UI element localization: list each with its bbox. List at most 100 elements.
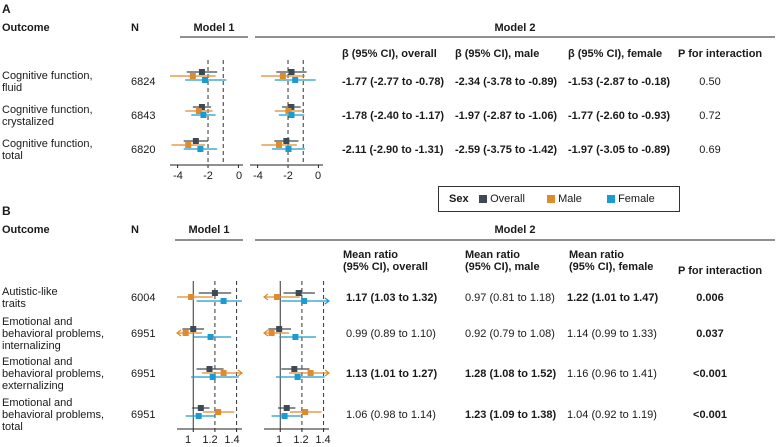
panel-a-n-header: N <box>131 22 139 34</box>
panel-b-row-outcome: Emotional and behavioral problems, inter… <box>2 316 105 352</box>
point-male <box>268 330 275 336</box>
point-male <box>182 330 189 336</box>
point-male <box>307 370 314 376</box>
panel-b-m2-tick: 1.2 <box>293 434 309 446</box>
point-overall <box>197 405 204 411</box>
panel-a-row-n: 6824 <box>131 76 156 88</box>
point-female <box>294 374 301 380</box>
panel-a-row-p: 0.50 <box>699 76 721 88</box>
panel-a-m2-tick: 0 <box>314 170 322 182</box>
point-overall <box>283 138 290 144</box>
point-male <box>274 294 280 300</box>
panel-a-row-p: 0.69 <box>699 144 721 156</box>
point-overall <box>211 290 218 296</box>
point-overall <box>291 366 298 372</box>
point-overall <box>198 69 205 75</box>
panel-b-row-p: 0.006 <box>696 292 724 304</box>
panel-b-row-female: 1.22 (1.01 to 1.47) <box>567 292 659 304</box>
panel-a-col-p: P for interaction <box>678 48 763 60</box>
panel-a-row-overall: -1.78 (-2.40 to -1.17) <box>342 110 445 122</box>
point-female <box>301 298 308 304</box>
panel-b-row-male: 0.92 (0.79 to 1.08) <box>465 328 555 340</box>
point-overall <box>288 69 295 75</box>
panel-a-row-female: -1.97 (-3.05 to -0.89) <box>568 144 671 156</box>
point-female <box>195 413 202 419</box>
point-female <box>200 112 207 118</box>
panel-b-row-overall: 1.13 (1.01 to 1.27) <box>346 368 438 380</box>
panel-b-m1-tick: 1.2 <box>202 434 218 446</box>
panel-b-m1-tick: 1 <box>184 434 192 446</box>
point-overall <box>206 366 213 372</box>
panel-b-row-n: 6951 <box>131 328 156 340</box>
legend-label-overall: Overall <box>490 193 525 205</box>
panel-b-row-female: 1.14 (0.99 to 1.33) <box>567 328 657 340</box>
point-male <box>195 108 202 114</box>
point-female <box>209 374 216 380</box>
legend-swatch-female <box>607 195 615 204</box>
point-male <box>215 409 222 415</box>
point-female <box>292 334 299 340</box>
panel-b-row-male: 1.28 (1.08 to 1.52) <box>465 368 557 380</box>
panel-a-row-n: 6820 <box>131 144 156 156</box>
point-male <box>285 108 292 114</box>
point-female <box>207 334 214 340</box>
point-male <box>185 142 192 148</box>
ci-arrow-male <box>263 329 269 337</box>
point-female <box>220 298 227 304</box>
panel-b-row-outcome: Emotional and behavioral problems, exter… <box>2 356 105 392</box>
panel-a-m1-tick: 0 <box>235 170 243 182</box>
legend-item-female: Female <box>607 193 655 205</box>
legend-label-male: Male <box>558 193 582 205</box>
point-male <box>188 294 195 300</box>
point-female <box>201 77 208 83</box>
point-overall <box>283 405 290 411</box>
panel-b-row-female: 1.16 (0.96 to 1.41) <box>567 368 657 380</box>
panel-b-m1-tick: 1.4 <box>224 434 240 446</box>
legend: Sex Overall Male Female <box>438 186 680 212</box>
point-male <box>279 73 286 79</box>
panel-a-col-female: β (95% CI), female <box>568 48 663 60</box>
legend-item-male: Male <box>547 193 582 205</box>
legend-item-overall: Overall <box>479 193 525 205</box>
panel-b-outcome-header: Outcome <box>2 224 50 236</box>
point-female <box>281 413 288 419</box>
panel-b-row-outcome: Autistic-like traits <box>2 286 58 310</box>
point-female <box>292 77 299 83</box>
point-overall <box>198 104 205 110</box>
point-female <box>285 146 292 152</box>
panel-b-m2-tick: 1 <box>275 434 283 446</box>
panel-b-m2-tick: 1.4 <box>315 434 331 446</box>
panel-a-row-n: 6843 <box>131 110 156 122</box>
panel-a-row-outcome: Cognitive function, crystalized <box>2 104 93 128</box>
point-male <box>220 370 227 376</box>
ci-arrow-male <box>324 369 330 377</box>
panel-a-row-p: 0.72 <box>699 110 721 122</box>
panel-b-col-female: Mean ratio (95% CI), female <box>569 249 654 273</box>
panel-b-row-n: 6951 <box>131 409 156 421</box>
panel-b-row-overall: 0.99 (0.89 to 1.10) <box>346 328 436 340</box>
panel-b-row-outcome: Emotional and behavioral problems, total <box>2 397 105 433</box>
panel-a-row-outcome: Cognitive function, total <box>2 138 93 162</box>
panel-a-row-male: -1.97 (-2.87 to -1.06) <box>455 110 558 122</box>
panel-b-row-overall: 1.17 (1.03 to 1.32) <box>346 292 438 304</box>
point-male <box>302 409 309 415</box>
point-female <box>197 146 204 152</box>
point-female <box>288 112 295 118</box>
panel-b-col-overall: Mean ratio (95% CI), overall <box>343 249 428 273</box>
ci-arrow-male <box>263 293 269 301</box>
point-overall <box>276 326 283 332</box>
legend-title: Sex <box>449 193 469 205</box>
panel-a-m1-tick: -2 <box>203 170 213 182</box>
panel-a-row-overall: -2.11 (-2.90 to -1.31) <box>342 144 444 156</box>
panel-b-row-n: 6004 <box>131 292 156 304</box>
panel-a-m2-tick: -4 <box>253 170 263 182</box>
panel-b-row-p: <0.001 <box>693 368 727 380</box>
ci-arrow-male <box>237 369 243 377</box>
ci-arrow-male <box>176 329 182 337</box>
panel-a-row-male: -2.59 (-3.75 to -1.42) <box>455 144 558 156</box>
legend-swatch-overall <box>479 195 487 204</box>
ci-arrow-female <box>324 297 330 305</box>
panel-a-m2-tick: -2 <box>283 170 293 182</box>
panel-b-model2-title: Model 2 <box>494 224 536 236</box>
panel-a-outcome-header: Outcome <box>2 22 50 34</box>
